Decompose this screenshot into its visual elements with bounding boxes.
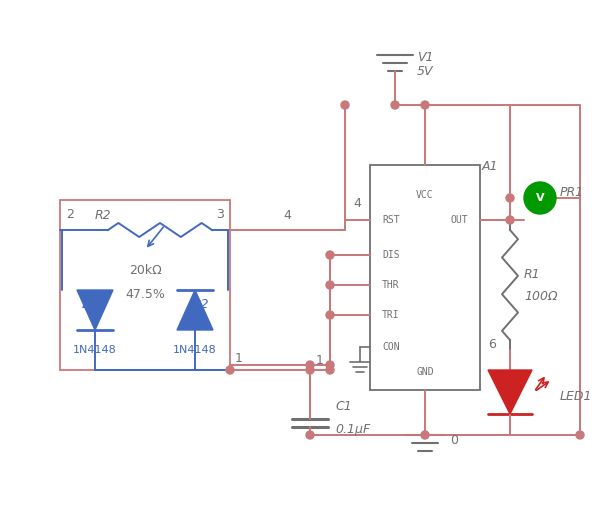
Text: 4: 4 (353, 197, 361, 210)
Circle shape (506, 194, 514, 202)
Circle shape (326, 311, 334, 319)
Text: 1N4148: 1N4148 (173, 345, 217, 355)
Text: 20kΩ: 20kΩ (128, 264, 161, 276)
Text: D1: D1 (81, 298, 99, 312)
Bar (60, 200, 230, 370)
Text: 47.5%: 47.5% (125, 289, 165, 301)
Text: THR: THR (382, 280, 400, 290)
Bar (370, 165, 480, 390)
Circle shape (576, 431, 584, 439)
Text: 3: 3 (216, 208, 224, 221)
Circle shape (226, 366, 234, 374)
Text: OUT: OUT (451, 215, 468, 225)
Circle shape (326, 366, 334, 374)
Circle shape (326, 251, 334, 259)
Text: C1: C1 (335, 400, 352, 412)
Circle shape (306, 431, 314, 439)
Text: V: V (536, 193, 544, 203)
Circle shape (341, 101, 349, 109)
Text: PR1: PR1 (560, 186, 584, 199)
Text: 5V: 5V (417, 65, 434, 77)
Text: VCC: VCC (416, 190, 434, 200)
Text: LED1: LED1 (560, 390, 593, 404)
Circle shape (391, 101, 399, 109)
Text: 6: 6 (488, 338, 496, 352)
Text: R1: R1 (524, 269, 541, 281)
Text: A1: A1 (482, 160, 499, 173)
Text: 2: 2 (66, 208, 74, 221)
Text: 0: 0 (450, 434, 458, 446)
Text: 1N4148: 1N4148 (73, 345, 117, 355)
Polygon shape (77, 290, 113, 330)
Text: CON: CON (382, 342, 400, 352)
Polygon shape (177, 290, 213, 330)
Circle shape (306, 366, 314, 374)
Circle shape (306, 361, 314, 369)
Text: 1: 1 (316, 354, 324, 367)
Text: 0.1μF: 0.1μF (335, 422, 370, 436)
Circle shape (326, 281, 334, 289)
Text: 4: 4 (283, 209, 291, 221)
Text: GND: GND (416, 367, 434, 377)
Circle shape (506, 216, 514, 224)
Circle shape (326, 361, 334, 369)
Circle shape (421, 431, 429, 439)
Text: TRI: TRI (382, 310, 400, 320)
Text: 1: 1 (235, 352, 243, 365)
Text: R2: R2 (95, 209, 111, 221)
Text: V1: V1 (417, 50, 434, 64)
Circle shape (524, 182, 556, 214)
Text: RST: RST (382, 215, 400, 225)
Text: DIS: DIS (382, 250, 400, 260)
Text: 100Ω: 100Ω (524, 291, 557, 303)
Polygon shape (488, 370, 532, 414)
Text: D2: D2 (191, 298, 209, 312)
Circle shape (421, 101, 429, 109)
